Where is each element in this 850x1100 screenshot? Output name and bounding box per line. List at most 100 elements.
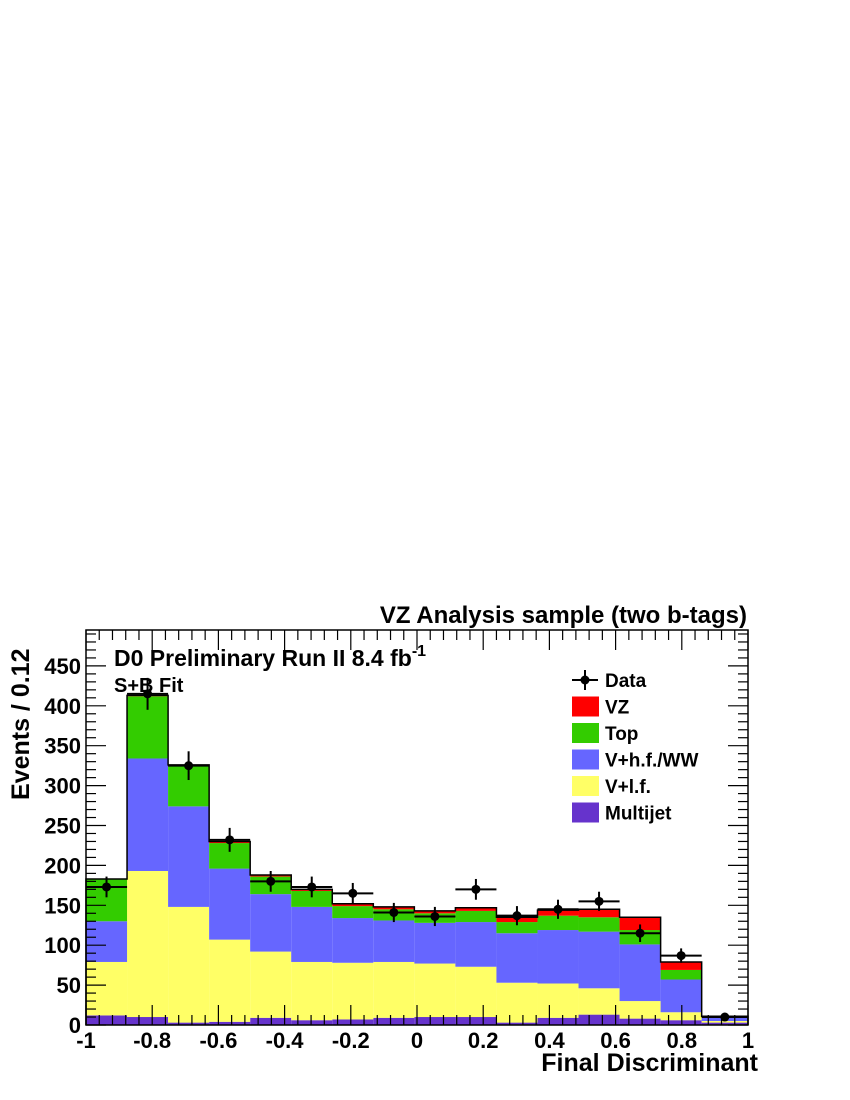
legend-entry-v-h-f-ww: V+h.f./WW [572, 749, 698, 772]
data-point-8 [414, 906, 456, 927]
bar-vz-9 [455, 907, 497, 911]
bar-top-10 [496, 922, 538, 934]
y-tick-label-7: 350 [44, 734, 81, 759]
data-point-13 [619, 924, 661, 943]
x-tick-label-7: 0.4 [534, 1028, 565, 1053]
data-marker-11 [553, 904, 563, 914]
y-tick-label-0: 0 [69, 1013, 81, 1038]
bar-v-h-f-ww-4 [250, 894, 292, 952]
bar-multijet-14 [660, 1020, 702, 1025]
bar-multijet-4 [250, 1017, 292, 1025]
bar-top-6 [332, 906, 374, 919]
bar-vz-13 [619, 917, 661, 931]
bar-v-h-f-ww-8 [414, 922, 456, 964]
legend-swatch-v-h-f-ww [572, 749, 599, 770]
data-point-0 [86, 876, 128, 898]
bar-v-l-f--8 [414, 963, 456, 1018]
bar-v-l-f--11 [537, 983, 579, 1018]
chart-title: VZ Analysis sample (two b-tags) [380, 602, 747, 629]
data-marker-13 [635, 928, 645, 938]
bar-multijet-12 [578, 1014, 620, 1025]
experiment-label: D0 Preliminary Run II 8.4 fb-1 [114, 643, 426, 671]
bar-v-h-f-ww-10 [496, 933, 538, 983]
y-tick-label-4: 200 [44, 853, 81, 878]
data-point-11 [537, 899, 579, 919]
tick-labels: 0 50 100 150 200 250 300 350 400 450 -1 -0.8 -0.6 -0.… [44, 654, 754, 1053]
legend-label-vz: VZ [605, 698, 630, 719]
legend-label-data: Data [605, 671, 647, 692]
bar-v-h-f-ww-7 [373, 920, 415, 962]
bar-v-h-f-ww-12 [578, 931, 620, 989]
x-tick-label-8: 0.6 [600, 1028, 631, 1053]
data-marker-7 [389, 907, 399, 917]
fit-label: S+B Fit [114, 675, 184, 697]
experiment-label-superscript: -1 [412, 643, 426, 660]
bar-multijet-7 [373, 1017, 415, 1025]
bar-multijet-15 [701, 1022, 748, 1025]
data-point-4 [250, 870, 292, 892]
data-marker-14 [676, 951, 686, 961]
data-point-3 [209, 827, 251, 852]
bar-top-14 [660, 969, 702, 980]
bar-v-l-f--13 [619, 1001, 661, 1019]
bar-v-h-f-ww-1 [127, 758, 169, 871]
bar-v-h-f-ww-2 [168, 806, 210, 907]
data-marker-6 [348, 888, 358, 898]
bar-v-l-f--12 [578, 988, 620, 1015]
x-tick-label-9: 0.8 [667, 1028, 698, 1053]
bar-v-h-f-ww-0 [86, 921, 128, 962]
data-marker-9 [471, 884, 481, 894]
bar-v-l-f--15 [701, 1021, 748, 1023]
histogram-bars [85, 694, 749, 1025]
legend-entry-vz: VZ [572, 696, 630, 719]
bar-v-h-f-ww-9 [455, 922, 497, 967]
x-tick-label-2: -0.6 [199, 1028, 237, 1053]
bar-multijet-9 [455, 1017, 497, 1025]
bar-v-l-f--2 [168, 906, 210, 1023]
data-marker-10 [512, 911, 522, 921]
x-tick-label-6: 0.2 [468, 1028, 499, 1053]
bar-vz-6 [332, 903, 374, 907]
data-marker-2 [184, 761, 194, 771]
legend-label-v-l-f-: V+l.f. [605, 777, 651, 798]
legend-label-multijet: Multijet [605, 804, 672, 825]
data-marker-15 [720, 1012, 730, 1022]
data-point-7 [373, 902, 415, 923]
legend-entry-data: Data [572, 670, 647, 692]
bar-multijet-1 [127, 1017, 169, 1025]
bar-vz-14 [660, 961, 702, 970]
data-point-6 [332, 882, 374, 904]
data-marker-4 [266, 876, 276, 886]
bar-v-l-f--9 [455, 966, 497, 1018]
y-tick-label-3: 150 [44, 893, 81, 918]
bar-v-l-f--5 [291, 961, 333, 1021]
bar-multijet-10 [496, 1022, 538, 1025]
data-point-1 [127, 677, 169, 710]
data-marker-1 [143, 689, 153, 699]
bar-multijet-0 [86, 1015, 128, 1025]
y-tick-label-8: 400 [44, 694, 81, 719]
bar-v-l-f--6 [332, 962, 374, 1020]
bar-multijet-3 [209, 1021, 251, 1025]
data-marker-3 [225, 835, 235, 845]
data-point-12 [578, 891, 620, 911]
y-axis-label: Events / 0.12 [7, 649, 35, 800]
bar-top-11 [537, 915, 579, 931]
legend-swatch-top [572, 723, 599, 743]
legend-entry-multijet: Multijet [572, 802, 672, 825]
x-tick-label-4: -0.2 [332, 1028, 370, 1053]
bar-multijet-6 [332, 1019, 374, 1025]
bar-v-h-f-ww-11 [537, 930, 579, 984]
legend-label-top: Top [605, 724, 638, 745]
data-point-9 [455, 878, 497, 900]
data-point-10 [496, 906, 538, 926]
bar-multijet-5 [291, 1020, 333, 1025]
legend-swatch-multijet [572, 802, 599, 823]
bar-multijet-8 [414, 1017, 456, 1025]
legend-entry-top: Top [572, 723, 638, 745]
y-tick-label-6: 300 [44, 774, 81, 799]
bar-vz-12 [578, 909, 620, 918]
bar-multijet-13 [619, 1018, 661, 1025]
data-point-2 [168, 751, 210, 781]
